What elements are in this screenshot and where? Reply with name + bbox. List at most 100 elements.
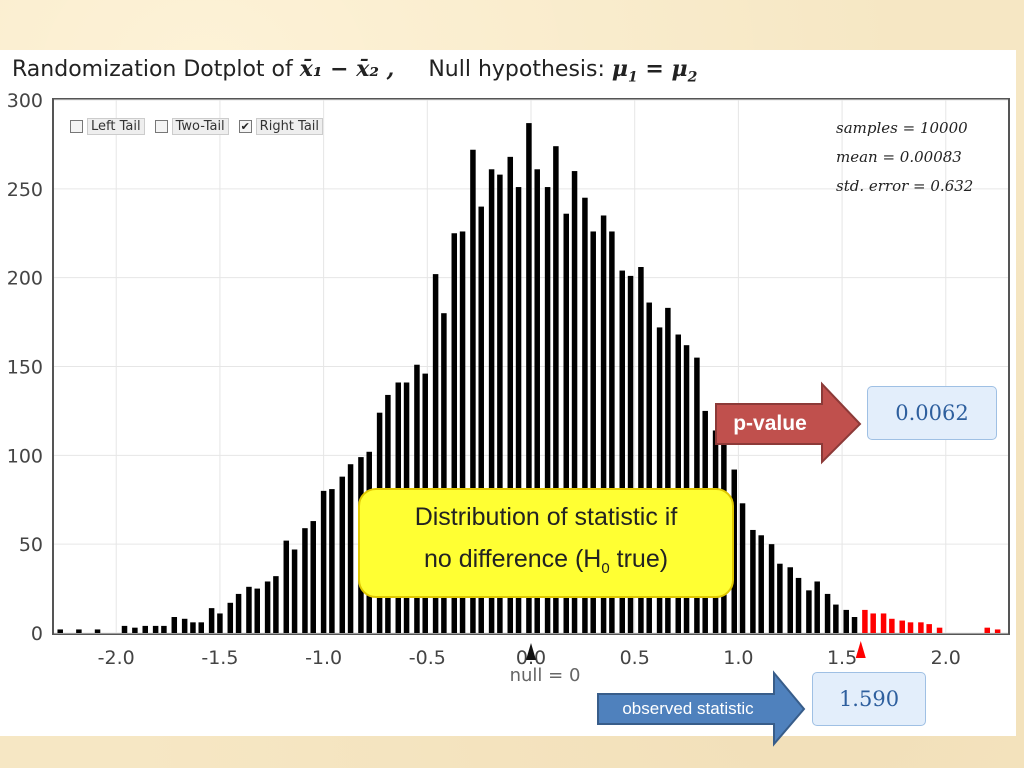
x-tick-label: -1.0 (305, 647, 342, 669)
histogram-bar (478, 206, 484, 633)
histogram-bar (227, 602, 234, 633)
histogram-bar (899, 620, 905, 633)
x-tick-label: 1.5 (827, 647, 857, 669)
histogram-bar (675, 334, 681, 633)
two-tail-checkbox[interactable] (154, 120, 168, 133)
histogram-bar (246, 586, 252, 633)
histogram-bar (777, 563, 783, 633)
title-null-label: Null hypothesis: (428, 57, 605, 82)
histogram-bar (646, 302, 652, 633)
observed-statistic-display[interactable]: 1.590 (812, 672, 926, 726)
histogram-bar (851, 617, 858, 633)
histogram-bar (843, 609, 849, 633)
histogram-bar (665, 307, 671, 633)
histogram-bar (254, 588, 260, 633)
summary-stats: samples = 10000 mean = 0.00083 std. erro… (836, 114, 973, 201)
histogram-bar (638, 267, 644, 633)
left-tail-checkbox[interactable] (70, 120, 83, 133)
two-tail-option[interactable]: Two-Tail (154, 118, 229, 135)
histogram-bar (497, 174, 503, 633)
histogram-bar (526, 123, 532, 633)
x-tick-label: 2.0 (931, 647, 961, 669)
histogram-bar (880, 613, 887, 633)
histogram-bar (217, 613, 223, 633)
histogram-bar (544, 187, 551, 633)
histogram-bar (534, 169, 540, 634)
std-error-stat: std. error = 0.632 (836, 177, 974, 195)
histogram-bar (907, 622, 914, 633)
x-tick-label: -0.5 (409, 647, 446, 669)
histogram-bar (291, 549, 298, 633)
histogram-bar (264, 581, 271, 633)
histogram-bar (347, 464, 354, 633)
y-tick-label: 250 (7, 179, 43, 201)
histogram-bar (787, 567, 793, 633)
histogram-bar (582, 197, 588, 633)
histogram-bar (57, 629, 63, 633)
histogram-bar (488, 169, 495, 634)
histogram-bar (571, 171, 578, 634)
callout-line-2: no difference (H0 true) (423, 545, 669, 577)
histogram-bar (656, 327, 663, 633)
right-tail-label[interactable]: Right Tail (255, 118, 324, 135)
histogram-bar (731, 469, 737, 633)
x-tick-label: 1.0 (723, 647, 753, 669)
histogram-bar (76, 629, 82, 633)
left-tail-option[interactable]: Left Tail (70, 118, 145, 135)
histogram-bar (768, 544, 775, 633)
histogram-bar (432, 274, 439, 633)
histogram-bar (750, 529, 756, 633)
histogram-bar (609, 231, 615, 633)
histogram-bar (459, 231, 466, 633)
histogram-bar (814, 581, 820, 633)
two-tail-label[interactable]: Two-Tail (171, 118, 229, 135)
pvalue-display: 0.0062 (867, 386, 997, 440)
histogram-bar (936, 627, 943, 633)
histogram-bar (273, 576, 279, 633)
histogram-bar (824, 593, 831, 633)
histogram-bar (208, 608, 215, 633)
histogram-bar (190, 622, 196, 633)
histogram-bar (795, 577, 802, 633)
histogram-bar (627, 275, 634, 633)
distribution-callout: Distribution of statistic if no differen… (358, 488, 734, 598)
y-tick-label: 0 (31, 623, 43, 645)
x-tick-label: -1.5 (201, 647, 238, 669)
histogram-bar (198, 622, 204, 633)
tail-options: Left Tail Two-Tail ✔ Right Tail (70, 118, 324, 135)
histogram-bar (515, 187, 522, 633)
right-tail-checkbox[interactable]: ✔ (238, 120, 252, 133)
histogram-bar (926, 624, 932, 633)
histogram-bar (132, 627, 138, 633)
histogram-bar (600, 215, 607, 633)
histogram-bar (320, 490, 327, 633)
histogram-bar (590, 231, 596, 633)
x-tick-label: -2.0 (98, 647, 135, 669)
histogram-bar (619, 270, 626, 633)
left-tail-label[interactable]: Left Tail (87, 118, 145, 135)
histogram-bar (984, 627, 991, 633)
right-tail-option[interactable]: ✔ Right Tail (238, 118, 324, 135)
title-prefix: Randomization Dotplot of (12, 57, 293, 82)
mean-stat: mean = 0.00083 (836, 148, 962, 166)
observed-marker (855, 641, 866, 658)
histogram-bar (302, 528, 308, 633)
histogram-bar (235, 593, 242, 633)
histogram-bar (833, 604, 839, 633)
histogram-bar (994, 629, 1001, 633)
null-marker-label: null = 0 (510, 665, 581, 686)
histogram-bar (862, 609, 868, 633)
y-tick-label: 300 (7, 90, 43, 112)
histogram-bar (142, 625, 149, 633)
null-marker (526, 643, 536, 660)
histogram-bar (470, 149, 476, 633)
histogram-bar (918, 622, 924, 633)
histogram-bar (121, 625, 128, 633)
histogram-bar (758, 535, 764, 633)
samples-stat: samples = 10000 (836, 119, 968, 137)
y-tick-label: 50 (19, 534, 43, 556)
histogram-bar (451, 233, 458, 633)
callout-line-1: Distribution of statistic if (414, 503, 678, 531)
histogram-bar (94, 629, 101, 633)
histogram-bar (161, 625, 167, 633)
